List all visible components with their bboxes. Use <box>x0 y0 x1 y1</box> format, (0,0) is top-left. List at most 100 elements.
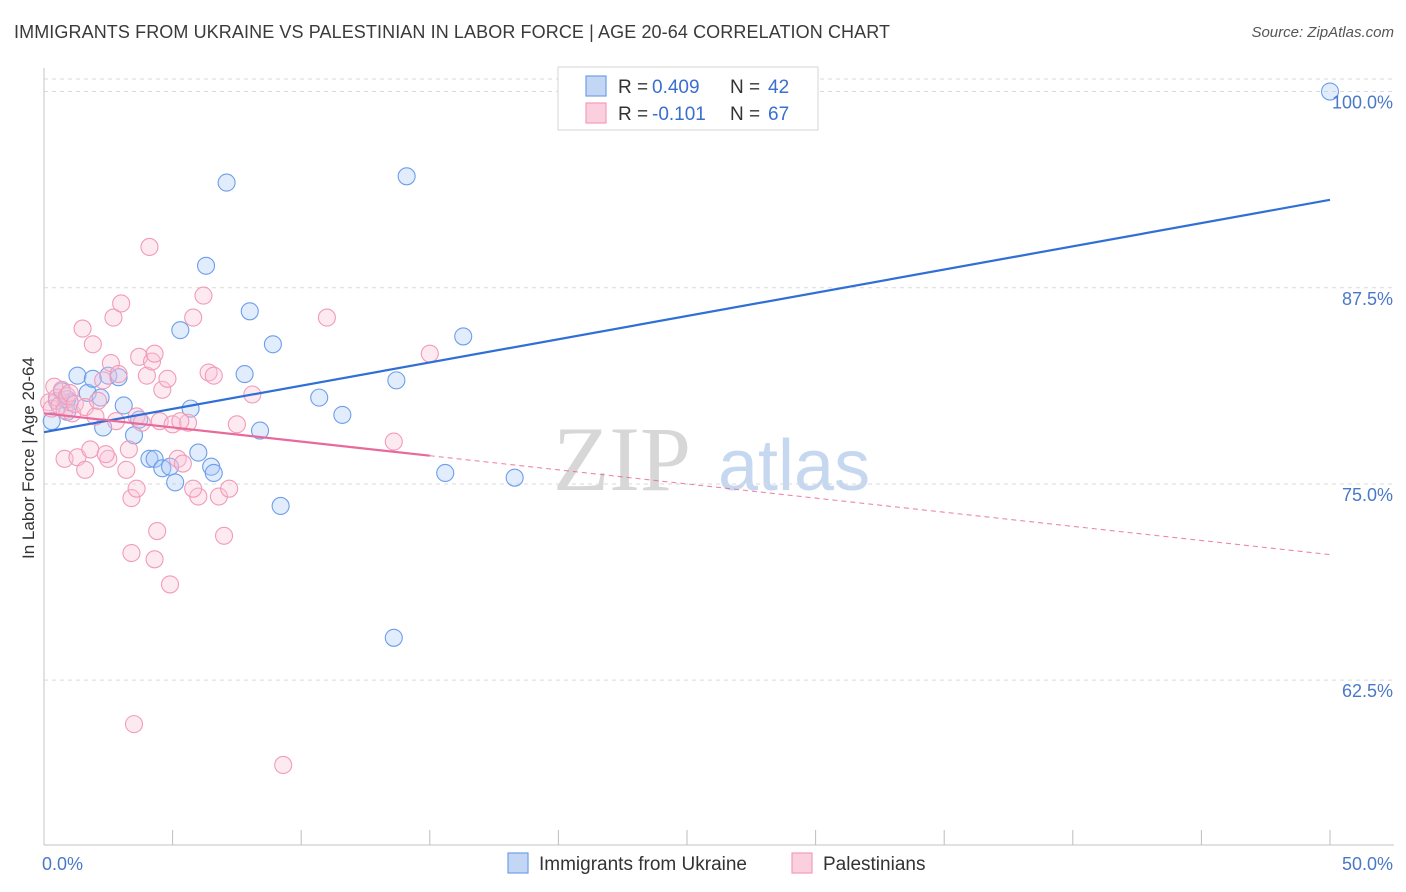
palestinian-point <box>140 237 159 256</box>
legend-swatch-palestinian <box>585 102 607 124</box>
palestinian-point <box>145 550 164 569</box>
correlation-legend: R = 0.409 N = 42 R = -0.101 N = 67 <box>557 66 819 131</box>
palestinian-point <box>109 365 128 384</box>
palestinian-point <box>220 479 239 498</box>
palestinian-point <box>73 319 92 338</box>
trend-line-dashed <box>429 455 1331 556</box>
chart-title: IMMIGRANTS FROM UKRAINE VS PALESTINIAN I… <box>14 22 891 42</box>
trend-lines <box>43 198 1331 556</box>
palestinian-point <box>158 369 177 388</box>
ukraine-point <box>114 396 133 415</box>
y-tick-label: 100.0% <box>1332 93 1393 113</box>
ukraine-point <box>217 173 236 192</box>
palestinian-point <box>420 344 439 363</box>
ukraine-point <box>145 449 164 468</box>
legend-palestinian-label: Palestinians <box>823 854 925 875</box>
ukraine-point <box>140 449 159 468</box>
legend-palestinian-swatch <box>791 852 813 874</box>
palestinian-point <box>173 454 192 473</box>
palestinian-point <box>127 479 146 498</box>
palestinian-point <box>145 344 164 363</box>
ukraine-point <box>204 463 223 483</box>
palestinian-point <box>96 445 115 464</box>
legend-n-label-1: N = <box>730 77 760 98</box>
palestinian-point <box>104 308 123 327</box>
palestinian-point <box>81 440 100 459</box>
ukraine-point <box>505 468 524 487</box>
palestinian-point <box>76 460 95 479</box>
ukraine-point <box>436 463 455 483</box>
ukraine-point <box>333 405 352 424</box>
ukraine-point <box>189 443 208 462</box>
palestinian-point <box>274 755 293 774</box>
legend-n-label-2: N = <box>730 104 760 125</box>
palestinian-point <box>117 460 136 479</box>
palestinian-points <box>40 237 439 774</box>
axes <box>43 68 1394 846</box>
x-tick-label: 0.0% <box>42 854 83 874</box>
palestinian-point <box>112 294 131 313</box>
palestinian-point <box>122 489 141 508</box>
ukraine-point <box>1320 82 1340 101</box>
palestinian-point <box>204 366 223 385</box>
ukraine-points <box>42 82 1340 647</box>
palestinian-point <box>227 415 246 434</box>
ukraine-point <box>454 327 473 346</box>
ukraine-point <box>384 628 403 647</box>
legend-n-value-2: 67 <box>768 104 789 125</box>
ukraine-point <box>171 321 190 340</box>
palestinian-point <box>184 479 203 498</box>
ukraine-point <box>196 256 216 275</box>
palestinian-point <box>99 449 118 468</box>
ukraine-point <box>263 335 282 354</box>
palestinian-point <box>60 383 79 402</box>
legend-ukraine-swatch <box>507 852 529 874</box>
legend-r-label-2: R = <box>618 104 648 125</box>
ukraine-point <box>310 388 329 407</box>
palestinian-point <box>65 394 84 413</box>
palestinian-point <box>83 335 102 354</box>
ukraine-point <box>68 366 87 385</box>
series-legend: Immigrants from Ukraine Palestinians <box>507 852 925 875</box>
ukraine-point <box>153 459 172 478</box>
ukraine-point <box>240 302 259 321</box>
ukraine-point <box>91 388 110 407</box>
ukraine-point <box>387 371 406 390</box>
legend-r-value-2: -0.101 <box>652 104 706 125</box>
palestinian-point <box>384 432 403 451</box>
palestinian-point <box>86 407 105 426</box>
palestinian-point <box>184 308 203 327</box>
palestinian-point <box>160 575 180 594</box>
ukraine-point <box>166 473 185 492</box>
ukraine-point <box>250 421 270 440</box>
trend-line-solid <box>43 412 430 457</box>
ukraine-point <box>235 365 254 384</box>
palestinian-point <box>214 526 234 545</box>
watermark-zip: ZIP <box>553 408 691 510</box>
y-tick-label: 62.5% <box>1342 681 1393 701</box>
palestinian-point <box>124 715 144 734</box>
palestinian-point <box>88 391 108 410</box>
palestinian-point <box>178 413 198 432</box>
ukraine-point <box>271 496 290 515</box>
legend-r-value-1: 0.409 <box>652 77 700 98</box>
ukraine-point <box>397 167 416 186</box>
y-tick-label: 87.5% <box>1342 289 1393 309</box>
palestinian-point <box>148 522 167 541</box>
palestinian-point <box>58 387 77 406</box>
trend-line-solid <box>43 198 1331 434</box>
legend-n-value-1: 42 <box>768 77 789 98</box>
watermark-atlas: atlas <box>718 426 870 506</box>
legend-swatch-ukraine <box>585 75 607 97</box>
palestinian-point <box>171 412 190 431</box>
tick-labels: 100.0% 87.5% 75.0% 62.5% 0.0% 50.0% <box>42 93 1393 874</box>
palestinian-point <box>317 308 336 327</box>
palestinian-point <box>122 543 141 563</box>
palestinian-point <box>199 363 218 382</box>
palestinian-point <box>119 440 138 459</box>
legend-r-label-1: R = <box>618 77 648 98</box>
palestinian-point <box>153 380 172 399</box>
x-tick-label: 50.0% <box>1342 854 1393 874</box>
source-label: Source: ZipAtlas.com <box>1251 24 1394 41</box>
